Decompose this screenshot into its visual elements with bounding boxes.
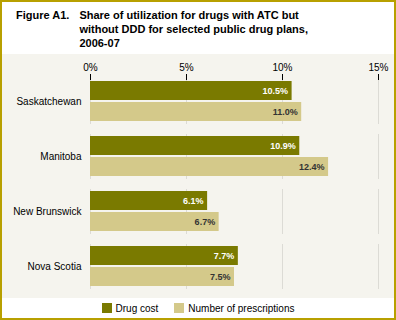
svg-text:Manitoba: Manitoba <box>40 151 82 162</box>
svg-text:Saskatchewan: Saskatchewan <box>16 96 81 107</box>
svg-text:11.0%: 11.0% <box>273 107 298 117</box>
svg-text:0%: 0% <box>83 62 98 73</box>
svg-text:10%: 10% <box>272 62 292 73</box>
html-text:Figure A1.: Figure A1. <box>16 9 70 21</box>
svg-text:15%: 15% <box>368 62 388 73</box>
svg-text:7.7%: 7.7% <box>214 251 235 261</box>
svg-text:New Brunswick: New Brunswick <box>13 206 82 217</box>
svg-text:12.4%: 12.4% <box>299 162 325 172</box>
svg-text:6.1%: 6.1% <box>183 196 204 206</box>
svg-text:5%: 5% <box>179 62 194 73</box>
svg-text:Nova Scotia: Nova Scotia <box>28 261 82 272</box>
svg-text:7.5%: 7.5% <box>210 272 231 282</box>
svg-text:10.5%: 10.5% <box>263 86 289 96</box>
svg-text:6.7%: 6.7% <box>195 217 216 227</box>
html-text:Share of utilization for drugs: Share of utilization for drugs with ATC … <box>79 9 308 49</box>
html-text:Drug cost: Drug cost <box>115 302 159 314</box>
html-text:Number of prescriptions: Number of prescriptions <box>188 302 295 314</box>
svg-text:10.9%: 10.9% <box>270 141 296 151</box>
